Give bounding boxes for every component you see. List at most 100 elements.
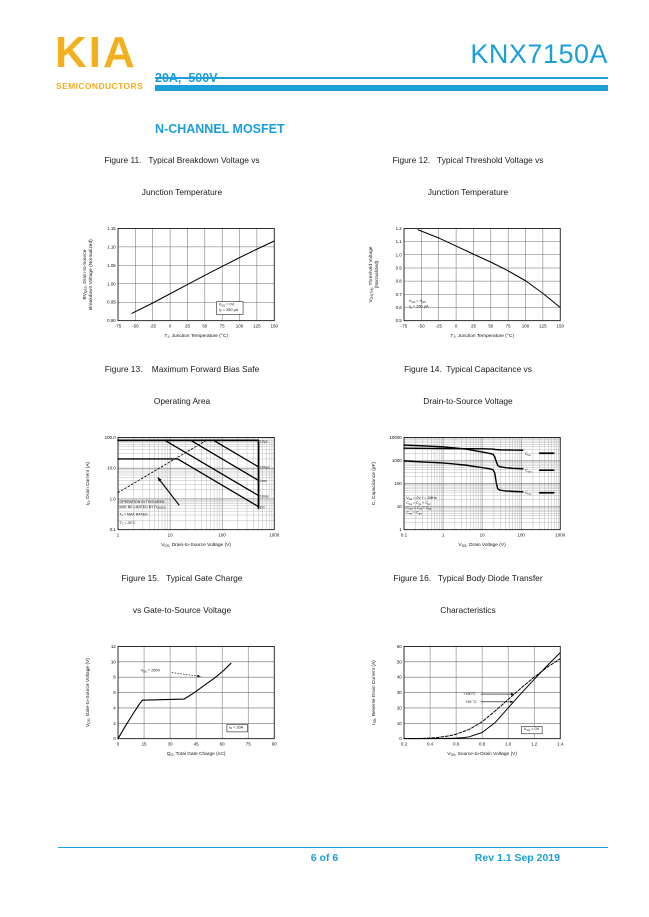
- svg-text:125: 125: [253, 323, 261, 328]
- svg-text:30: 30: [397, 690, 402, 695]
- svg-text:1.2: 1.2: [531, 741, 538, 746]
- header-rule-thick: [155, 85, 608, 91]
- svg-text:2: 2: [113, 721, 116, 726]
- svg-text:ID, Drain Current (A): ID, Drain Current (A): [85, 462, 91, 506]
- svg-text:100.0: 100.0: [105, 435, 117, 440]
- svg-text:TJ = MAX RATED: TJ = MAX RATED: [120, 512, 148, 517]
- svg-text:10: 10: [168, 532, 173, 537]
- svg-text:C, Capacitance (pF): C, Capacitance (pF): [371, 462, 377, 506]
- kia-logo-subtitle: SEMICONDUCTORS: [56, 81, 144, 91]
- header-rule-thin: [155, 77, 608, 79]
- figure-13-caption: Figure 13. Maximum Forward Bias Safe Ope…: [105, 343, 260, 427]
- svg-text:150: 150: [271, 323, 279, 328]
- figure-11-caption: Figure 11. Typical Breakdown Voltage vs …: [104, 134, 259, 218]
- svg-text:-50: -50: [132, 323, 139, 328]
- svg-text:1ms: 1ms: [260, 479, 267, 483]
- svg-text:15: 15: [142, 741, 147, 746]
- figure-13-caption-line1: Figure 13. Maximum Forward Bias Safe: [104, 364, 260, 374]
- svg-text:1.2: 1.2: [396, 226, 403, 231]
- svg-text:TC = 25°C: TC = 25°C: [120, 521, 136, 526]
- svg-text:-75: -75: [115, 323, 122, 328]
- svg-text:0.1: 0.1: [401, 532, 408, 537]
- svg-text:1.05: 1.05: [107, 263, 116, 268]
- svg-text:50: 50: [202, 323, 207, 328]
- svg-text:+25 °C: +25 °C: [465, 700, 477, 704]
- svg-text:10: 10: [111, 659, 116, 664]
- figure-13: Figure 13. Maximum Forward Bias Safe Ope…: [39, 343, 325, 552]
- svg-text:0.8: 0.8: [479, 741, 486, 746]
- svg-text:0.8: 0.8: [396, 279, 403, 284]
- svg-text:+150°C: +150°C: [463, 692, 476, 696]
- svg-text:0: 0: [117, 741, 120, 746]
- footer-rule: [58, 847, 608, 849]
- svg-text:10ms: 10ms: [260, 494, 269, 498]
- svg-text:100: 100: [517, 532, 525, 537]
- svg-text:4: 4: [113, 705, 116, 710]
- figure-11-chart: -75 -50 -25 0 25 50 75 100 125 150 0.90 0.95 1.00 1.0…: [82, 226, 279, 339]
- svg-text:1.0: 1.0: [110, 496, 117, 501]
- svg-text:60: 60: [397, 644, 402, 649]
- svg-text:VGS = 0V: VGS = 0V: [524, 727, 540, 732]
- figures-grid: Figure 11. Typical Breakdown Voltage vs …: [39, 134, 611, 761]
- revision-label: Rev 1.1 Sep 2019: [474, 852, 560, 864]
- svg-text:1.4: 1.4: [557, 741, 564, 746]
- figure-12: Figure 12. Typical Threshold Voltage vs …: [325, 134, 611, 343]
- figure-15-caption-line2: vs Gate-to-Source Voltage: [132, 604, 232, 615]
- svg-text:1: 1: [399, 527, 402, 532]
- svg-text:75: 75: [506, 323, 511, 328]
- svg-text:Crss = Cgd: Crss = Cgd: [406, 511, 422, 516]
- svg-text:25: 25: [471, 323, 476, 328]
- svg-text:VGS = 0V, f = 1MHz: VGS = 0V, f = 1MHz: [406, 496, 437, 501]
- svg-text:-75: -75: [401, 323, 408, 328]
- svg-text:VDS, Drain-to-Source Voltage (: VDS, Drain-to-Source Voltage (V): [161, 542, 231, 548]
- svg-text:150: 150: [557, 323, 565, 328]
- svg-text:Coss = Cds + Cgd: Coss = Cds + Cgd: [406, 506, 431, 511]
- svg-text:0.90: 0.90: [107, 318, 116, 323]
- svg-text:-25: -25: [150, 323, 157, 328]
- svg-text:90: 90: [272, 741, 277, 746]
- svg-text:TJ, Junction Temperature (°C): TJ, Junction Temperature (°C): [450, 333, 514, 339]
- figure-12-caption-line1: Figure 12. Typical Threshold Voltage vs: [392, 155, 544, 165]
- figure-14-caption: Figure 14. Typical Capacitance vs Drain-…: [404, 343, 532, 427]
- figure-12-caption-line2: Junction Temperature: [427, 186, 509, 197]
- svg-text:50: 50: [488, 323, 493, 328]
- svg-text:1000: 1000: [392, 458, 402, 463]
- figure-12-caption: Figure 12. Typical Threshold Voltage vs …: [393, 134, 544, 218]
- figure-15: Figure 15. Typical Gate Charge vs Gate-t…: [39, 552, 325, 761]
- figure-14-caption-line1: Figure 14. Typical Capacitance vs: [404, 364, 532, 374]
- svg-text:100: 100: [236, 323, 244, 328]
- figure-15-caption-line1: Figure 15. Typical Gate Charge: [121, 573, 243, 583]
- figure-16-caption-line1: Figure 16. Typical Body Diode Transfer: [393, 573, 543, 583]
- svg-text:0.95: 0.95: [107, 300, 116, 305]
- svg-text:Ciss: Ciss: [525, 452, 532, 457]
- svg-text:0.7: 0.7: [396, 292, 403, 297]
- figure-15-chart: 0 15 30 45 60 75 90 0 2 4 6 8 10 12 VDS = 250V ID = 20A…: [85, 644, 277, 757]
- page-indicator: 6 of 6: [310, 852, 339, 864]
- svg-text:8: 8: [113, 675, 116, 680]
- svg-text:VGS(TH), Threshold Voltage(Nor: VGS(TH), Threshold Voltage(Normalized): [368, 246, 380, 302]
- figure-11: Figure 11. Typical Breakdown Voltage vs …: [39, 134, 325, 343]
- svg-text:1000: 1000: [269, 532, 279, 537]
- svg-text:Coss: Coss: [525, 469, 532, 474]
- svg-text:Crss: Crss: [525, 491, 532, 496]
- svg-text:0.1: 0.1: [110, 527, 117, 532]
- figure-16-chart: 0.2 0.4 0.6 0.8 1.0 1.2 1.4 0 10 20 30 40 50 60 +150°C…: [371, 644, 564, 757]
- svg-text:VDS, Drain Voltage (V): VDS, Drain Voltage (V): [459, 542, 507, 548]
- svg-text:45: 45: [194, 741, 199, 746]
- svg-text:VDS = 250V: VDS = 250V: [141, 668, 161, 673]
- svg-text:30: 30: [168, 741, 173, 746]
- svg-text:10: 10: [480, 532, 485, 537]
- svg-text:1.0: 1.0: [505, 741, 512, 746]
- svg-text:QG, Total Gate Charge (nC): QG, Total Gate Charge (nC): [167, 751, 226, 757]
- svg-text:100: 100: [394, 481, 402, 486]
- svg-text:0.4: 0.4: [427, 741, 434, 746]
- svg-text:VGS = 0V: VGS = 0V: [219, 303, 235, 308]
- svg-text:60: 60: [220, 741, 225, 746]
- svg-text:VSD, Source-to-Drain Voltage (: VSD, Source-to-Drain Voltage (V): [447, 751, 517, 757]
- svg-text:50: 50: [397, 659, 402, 664]
- figure-11-caption-line2: Junction Temperature: [141, 186, 223, 197]
- figure-13-chart: 1 10 100 1000 0.1 1.0 10.0 100.0 10μs 100μs 1ms 10m…: [85, 435, 280, 548]
- part-number: KNX7150A: [470, 39, 608, 69]
- device-type: N-CHANNEL MOSFET: [155, 122, 285, 136]
- svg-text:0.2: 0.2: [401, 741, 408, 746]
